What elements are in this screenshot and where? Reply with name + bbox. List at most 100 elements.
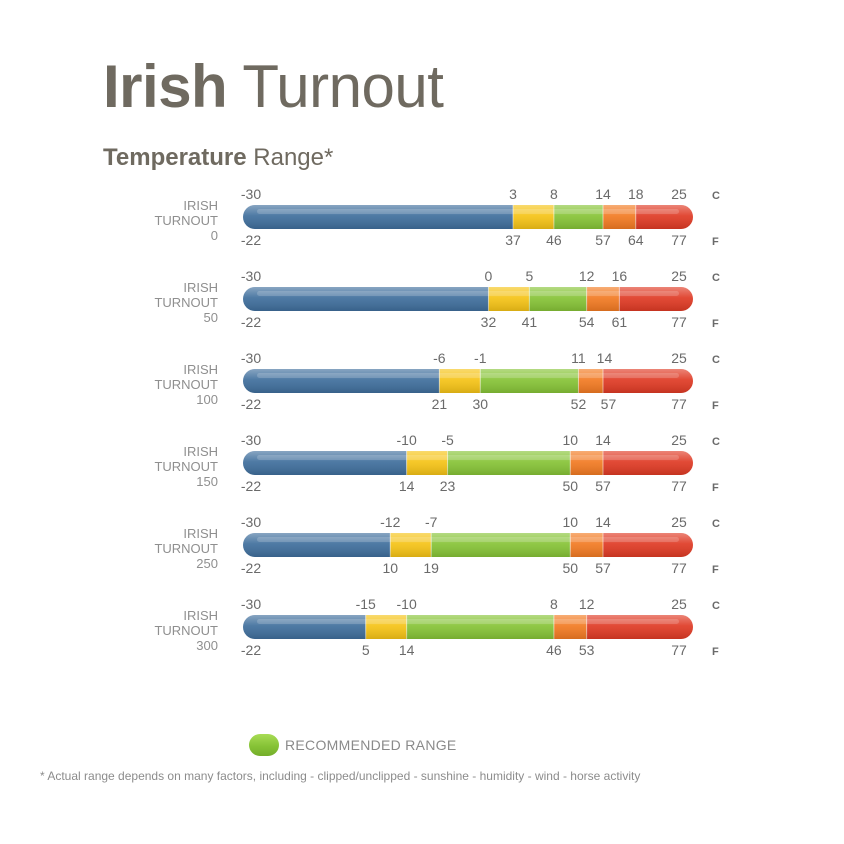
tick-label-f: 77 <box>671 232 687 248</box>
series-label: 0 <box>211 228 218 243</box>
series-label: TURNOUT <box>154 459 218 474</box>
tick-label-c: 8 <box>550 596 558 612</box>
tick-label-f: 19 <box>423 560 439 576</box>
tick-label-f: 21 <box>432 396 448 412</box>
tick-label-c: 8 <box>550 186 558 202</box>
title-rest: Turnout <box>242 53 444 120</box>
tick-label-f: 77 <box>671 642 687 658</box>
tick-label-c: -1 <box>474 350 487 366</box>
bar-highlight <box>257 291 679 296</box>
series-label: IRISH <box>183 608 218 623</box>
series-label: IRISH <box>183 526 218 541</box>
tick-label-c: -30 <box>241 432 261 448</box>
tick-label-f: 77 <box>671 560 687 576</box>
bar-300 <box>243 615 693 639</box>
bar-150 <box>243 451 693 475</box>
tick-label-c: 12 <box>579 268 595 284</box>
tick-label-c: -5 <box>441 432 454 448</box>
bar-highlight <box>257 537 679 542</box>
tick-label-c: -7 <box>425 514 438 530</box>
tick-label-c: -30 <box>241 268 261 284</box>
tick-label-c: 5 <box>525 268 533 284</box>
tick-label-f: 57 <box>601 396 617 412</box>
unit-label-f: F <box>712 236 719 248</box>
unit-label-c: C <box>712 600 720 612</box>
bar-highlight <box>257 455 679 460</box>
tick-label-f: 77 <box>671 314 687 330</box>
series-label: IRISH <box>183 198 218 213</box>
tick-label-c: 25 <box>671 514 687 530</box>
series-label: TURNOUT <box>154 377 218 392</box>
tick-label-c: 14 <box>595 432 611 448</box>
tick-label-f: 50 <box>562 560 578 576</box>
series-label: TURNOUT <box>154 213 218 228</box>
tick-label-f: 54 <box>579 314 595 330</box>
bar-250 <box>243 533 693 557</box>
tick-label-c: 14 <box>595 514 611 530</box>
tick-label-f: 41 <box>522 314 538 330</box>
unit-label-f: F <box>712 646 719 658</box>
subtitle-bold: Temperature <box>103 144 247 171</box>
unit-label-c: C <box>712 190 720 202</box>
tick-label-c: -30 <box>241 596 261 612</box>
tick-label-f: -22 <box>241 478 261 494</box>
tick-label-c: 10 <box>562 432 578 448</box>
unit-label-c: C <box>712 436 720 448</box>
tick-label-c: 12 <box>579 596 595 612</box>
tick-label-c: 25 <box>671 350 687 366</box>
series-label: IRISH <box>183 444 218 459</box>
series-label: TURNOUT <box>154 623 218 638</box>
unit-label-c: C <box>712 354 720 366</box>
bar-gloss <box>243 533 693 557</box>
series-label: 100 <box>196 392 218 407</box>
tick-label-f: 10 <box>382 560 398 576</box>
tick-label-c: 25 <box>671 432 687 448</box>
tick-label-f: -22 <box>241 314 261 330</box>
tick-label-c: 11 <box>571 350 586 366</box>
tick-label-f: 14 <box>399 478 415 494</box>
tick-label-c: -12 <box>380 514 400 530</box>
legend-swatch-recommended <box>249 734 279 756</box>
tick-label-c: 3 <box>509 186 517 202</box>
tick-label-f: 64 <box>628 232 644 248</box>
tick-label-c: 18 <box>628 186 644 202</box>
tick-label-c: 14 <box>595 186 611 202</box>
series-label: TURNOUT <box>154 295 218 310</box>
tick-label-c: 25 <box>671 268 687 284</box>
title-bold: Irish <box>103 53 228 120</box>
series-label: 250 <box>196 556 218 571</box>
tick-label-c: -30 <box>241 186 261 202</box>
tick-label-f: 5 <box>362 642 370 658</box>
bar-gloss <box>243 615 693 639</box>
series-label: IRISH <box>183 280 218 295</box>
chart-row-100: -30 25 -22 77 -6 21 -1 30 11 52 14 57 C F IRISHTURNOUT… <box>154 350 720 412</box>
tick-label-c: -15 <box>356 596 376 612</box>
tick-label-f: 57 <box>595 560 611 576</box>
unit-label-f: F <box>712 564 719 576</box>
tick-label-f: 23 <box>440 478 456 494</box>
tick-label-c: -10 <box>397 432 417 448</box>
chart-row-250: -30 25 -22 77 -12 10 -7 19 10 50 14 57 C F IRISHTURNOU… <box>154 514 720 576</box>
tick-label-f: 57 <box>595 478 611 494</box>
tick-label-f: 14 <box>399 642 415 658</box>
tick-label-f: -22 <box>241 232 261 248</box>
bar-highlight <box>257 209 679 214</box>
tick-label-f: 77 <box>671 396 687 412</box>
unit-label-f: F <box>712 400 719 412</box>
unit-label-f: F <box>712 318 719 330</box>
bar-highlight <box>257 619 679 624</box>
bar-highlight <box>257 373 679 378</box>
tick-label-f: -22 <box>241 642 261 658</box>
tick-label-c: -6 <box>433 350 446 366</box>
bar-gloss <box>243 287 693 311</box>
page-title: Irish Turnout <box>103 52 444 122</box>
tick-label-f: 46 <box>546 642 562 658</box>
bar-50 <box>243 287 693 311</box>
footnote: * Actual range depends on many factors, … <box>40 769 641 783</box>
bar-gloss <box>243 451 693 475</box>
series-label: 150 <box>196 474 218 489</box>
unit-label-c: C <box>712 272 720 284</box>
series-label: 50 <box>204 310 218 325</box>
tick-label-f: 46 <box>546 232 562 248</box>
